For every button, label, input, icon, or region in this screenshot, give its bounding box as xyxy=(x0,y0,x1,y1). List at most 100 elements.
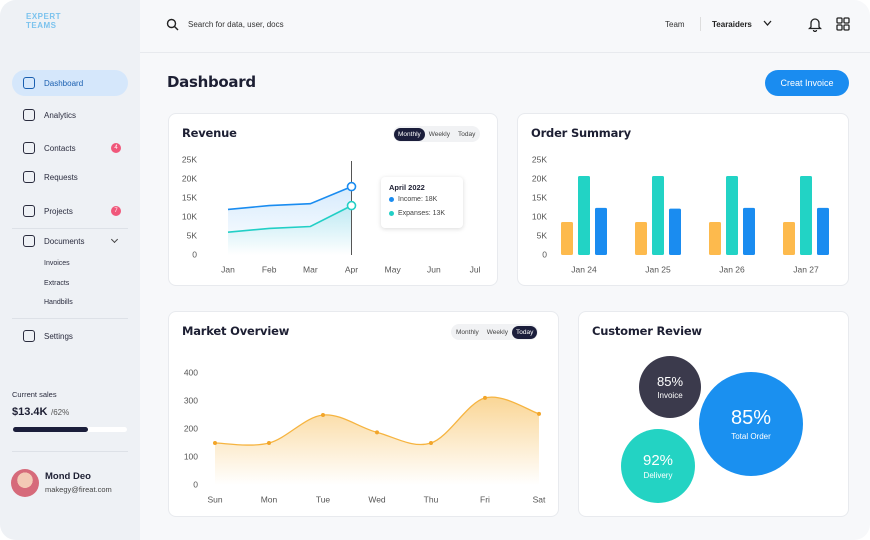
review-card: Customer Review 85% Invoice 92% Delivery 85%… xyxy=(578,311,849,517)
sub-nav-item[interactable]: Extracts xyxy=(44,279,70,287)
user-name: Mond Deo xyxy=(45,471,91,482)
bubble-label: Invoice xyxy=(657,391,683,400)
nav-icon xyxy=(23,109,35,121)
tab[interactable]: Monthly xyxy=(456,328,479,336)
apps-icon[interactable] xyxy=(836,17,850,31)
nav-label: Contacts xyxy=(44,143,76,153)
y-tick-label: 0 xyxy=(542,249,547,259)
tabs: Monthly Weekly Today xyxy=(393,126,481,142)
bar xyxy=(635,221,647,255)
tooltip-title: April 2022 xyxy=(389,183,425,192)
x-tick-label: Sat xyxy=(533,494,546,504)
nav-label: Analytics xyxy=(44,110,77,120)
tooltip-line: Income: 18K xyxy=(389,196,437,203)
nav-item[interactable]: Documents xyxy=(12,228,128,254)
y-tick-label: 0 xyxy=(192,249,197,259)
line xyxy=(227,204,352,233)
sales-label: Current sales xyxy=(12,390,57,399)
x-tick-label: Sun xyxy=(207,494,222,504)
nav-item[interactable]: Requests xyxy=(12,164,128,190)
nav-label: Projects xyxy=(44,206,73,216)
point xyxy=(346,200,357,211)
bar xyxy=(595,207,607,255)
revenue-chart: 0 5K 10K 15K 20K 25K Jan Feb Mar Apr May Jun Jul xyxy=(182,154,481,274)
tab[interactable]: Weekly xyxy=(428,130,450,138)
nav-item[interactable]: Settings xyxy=(12,323,128,349)
progress-fill xyxy=(13,427,89,432)
tab[interactable]: Monthly xyxy=(394,127,425,141)
tooltip: April 2022 Income: 18K Expanses: 13K xyxy=(381,177,463,228)
nav-item[interactable]: Contacts 4 xyxy=(12,135,128,161)
card-title: Order Summary xyxy=(531,126,631,140)
divider xyxy=(12,318,128,319)
x-tick-label: Fri xyxy=(480,494,490,504)
search-input[interactable]: Search for data, user, docs xyxy=(188,20,284,29)
bar xyxy=(800,175,812,255)
x-tick-label: Jan 24 xyxy=(571,264,597,274)
market-card: Market Overview Monthly Weekly Today 0 100 2… xyxy=(168,311,559,517)
nav-badge: 7 xyxy=(111,206,121,216)
x-tick-label: Wed xyxy=(368,494,386,504)
card-title: Customer Review xyxy=(592,324,702,338)
sidebar: EXPERT TEAMS Dashboard Analytics Contacts 4… xyxy=(0,0,140,540)
y-tick-label: 100 xyxy=(184,451,198,461)
line xyxy=(227,185,352,211)
create-invoice-button[interactable]: Creat Invoice xyxy=(765,70,849,96)
card-title: Market Overview xyxy=(182,324,290,338)
tab[interactable]: Today xyxy=(457,130,476,138)
area xyxy=(215,397,539,485)
tabs: Monthly Weekly Today xyxy=(451,324,539,340)
progress-track xyxy=(13,427,127,432)
nav-item[interactable]: Projects 7 xyxy=(12,198,128,224)
bubble-value: 85% xyxy=(656,374,684,389)
sub-nav-item[interactable]: Invoices xyxy=(44,260,70,267)
order-card: Order Summary 0 5K 10K 15K 20K 25K Jan 24 Jan 2… xyxy=(517,113,849,286)
tooltip-text: Expanses: 13K xyxy=(398,210,446,217)
bubble: 85% Invoice xyxy=(639,356,701,418)
expand-chevron[interactable] xyxy=(110,235,119,244)
chevron[interactable] xyxy=(763,20,772,27)
y-tick-label: 5K xyxy=(537,230,548,240)
y-tick-label: 10K xyxy=(182,211,197,221)
bell-icon[interactable] xyxy=(808,16,822,32)
nav-item[interactable]: Analytics xyxy=(12,102,128,128)
y-tick-label: 5K xyxy=(187,230,198,240)
x-tick-label: Jan 27 xyxy=(793,264,819,274)
tab[interactable]: Weekly xyxy=(486,328,508,336)
team-select[interactable]: Tearaiders xyxy=(712,20,752,29)
nav-icon xyxy=(23,142,35,154)
nav-badge: 4 xyxy=(111,143,121,153)
bar xyxy=(726,175,738,255)
tab[interactable]: Today xyxy=(511,325,538,339)
nav-item[interactable]: Dashboard xyxy=(12,70,128,96)
point xyxy=(346,181,357,192)
x-tick-label: Jun xyxy=(427,264,441,274)
x-tick-label: Jul xyxy=(470,264,481,274)
nav-icon xyxy=(23,205,35,217)
logo: EXPERT TEAMS xyxy=(26,12,62,30)
bubble-label: Total Order xyxy=(731,432,771,441)
legend-dot xyxy=(389,197,394,202)
bar xyxy=(817,207,829,255)
nav-icon xyxy=(23,235,35,247)
bar xyxy=(652,175,664,255)
order-chart: 0 5K 10K 15K 20K 25K Jan 24 Jan 25 Jan 26 Jan 27 xyxy=(532,154,829,274)
x-tick-label: Apr xyxy=(345,264,358,274)
sub-nav-item[interactable]: Handbills xyxy=(44,299,73,306)
avatar xyxy=(11,469,39,497)
divider xyxy=(12,451,128,452)
point xyxy=(267,441,271,445)
y-tick-label: 25K xyxy=(182,154,197,164)
bar xyxy=(561,221,573,255)
y-tick-label: 25K xyxy=(532,154,547,164)
x-tick-label: Mon xyxy=(261,494,278,504)
bubble-value: 85% xyxy=(730,407,772,429)
y-tick-label: 20K xyxy=(182,173,197,183)
bar xyxy=(709,221,721,255)
x-tick-label: Jan xyxy=(221,264,235,274)
legend-dot xyxy=(389,211,394,216)
point xyxy=(483,395,487,400)
y-tick-label: 200 xyxy=(184,423,198,433)
bar xyxy=(783,221,795,255)
